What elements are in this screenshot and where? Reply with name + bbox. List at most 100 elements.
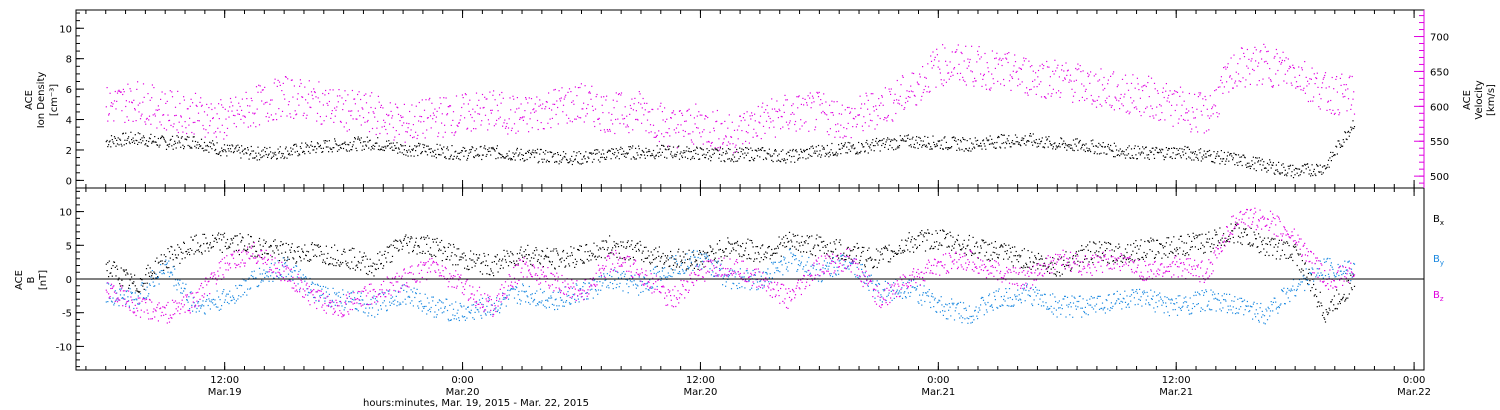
velocity-point (975, 80, 977, 82)
density-point (802, 157, 804, 159)
velocity-point (725, 136, 727, 138)
b-bx-point (785, 245, 788, 248)
velocity-point (982, 78, 984, 80)
b-bx-point (1010, 251, 1012, 253)
density-point (519, 152, 521, 154)
b-bx-point (806, 251, 808, 253)
b-bx-point (115, 275, 117, 277)
b-bx-point (542, 266, 544, 268)
density-point (1087, 150, 1089, 152)
b-bx-point (356, 264, 358, 266)
velocity-point (234, 115, 236, 117)
velocity-point (989, 89, 991, 91)
velocity-point (1087, 75, 1089, 78)
velocity-point (1095, 73, 1097, 75)
b-bx-point (884, 245, 886, 247)
velocity-point (1143, 111, 1145, 113)
velocity-point (341, 97, 343, 99)
b-bx-point (360, 262, 362, 264)
density-point (179, 142, 181, 144)
b-bx-point (429, 253, 431, 255)
density-point (841, 147, 843, 149)
density-point (432, 150, 434, 152)
velocity-point (947, 72, 949, 74)
density-point (1327, 164, 1329, 166)
b-bx-point (520, 246, 522, 248)
density-point (293, 143, 295, 146)
velocity-point (1336, 76, 1338, 78)
velocity-point (971, 45, 973, 47)
velocity-point (792, 103, 794, 105)
velocity-point (718, 138, 720, 140)
b-bx-point (330, 256, 332, 259)
density-point (632, 156, 634, 158)
b-bx-point (449, 244, 452, 246)
density-point (1213, 151, 1215, 153)
density-point (110, 135, 113, 137)
density-point (783, 158, 785, 160)
density-point (1010, 146, 1012, 148)
density-point (404, 145, 406, 147)
b-bx-point (529, 260, 531, 262)
b-bx-point (1013, 255, 1015, 257)
density-point (111, 139, 113, 141)
b-bx-point (859, 259, 861, 262)
b-bx-point (841, 258, 843, 260)
b-bx-point (773, 252, 775, 254)
velocity-point (1310, 78, 1312, 80)
velocity-point (443, 97, 445, 99)
density-point (1101, 145, 1103, 147)
velocity-point (667, 145, 669, 147)
velocity-point (539, 104, 542, 106)
b-bx-point (400, 240, 402, 243)
b-bx-point (1289, 256, 1291, 258)
b-bx-point (581, 260, 583, 262)
b-bx-point (1240, 232, 1243, 234)
b-bx-point (754, 252, 756, 254)
b-bx-point (1106, 248, 1108, 250)
density-point (696, 147, 698, 149)
velocity-point (627, 126, 629, 128)
b-bx-point (116, 268, 119, 270)
velocity-point (1005, 57, 1007, 59)
density-point (1256, 157, 1258, 159)
b-bx-point (320, 251, 322, 253)
density-point (843, 144, 846, 146)
velocity-point (1037, 69, 1040, 72)
density-point (916, 136, 918, 138)
velocity-point (360, 98, 362, 101)
velocity-point (251, 100, 253, 102)
velocity-point (1061, 64, 1063, 67)
velocity-point (289, 113, 291, 115)
density-point (116, 139, 118, 141)
density-point (118, 144, 120, 146)
velocity-point (679, 110, 681, 112)
velocity-point (669, 135, 671, 137)
density-point (1152, 147, 1154, 149)
density-point (1292, 164, 1294, 166)
b-bx-point (387, 252, 389, 254)
density-point (687, 150, 689, 152)
velocity-point (1330, 99, 1332, 102)
b-bx-point (429, 247, 432, 249)
b-bx-point (1080, 249, 1082, 251)
density-point (922, 140, 924, 142)
b-bx-point (311, 242, 313, 244)
density-point (1241, 164, 1243, 167)
velocity-point (607, 130, 609, 132)
density-point (208, 151, 210, 153)
b-bx-point (1081, 245, 1083, 247)
velocity-point (486, 98, 488, 100)
b-bx-point (251, 255, 253, 257)
b-bx-point (946, 246, 948, 248)
velocity-point (1104, 100, 1106, 102)
density-point (1226, 155, 1228, 157)
b-bx-point (628, 259, 630, 261)
b-bx-point (180, 251, 182, 253)
velocity-point (987, 67, 989, 69)
velocity-point (154, 115, 156, 117)
b-bx-point (823, 252, 825, 254)
b-bx-point (1134, 246, 1136, 248)
velocity-point (762, 102, 764, 104)
velocity-point (1032, 80, 1034, 82)
